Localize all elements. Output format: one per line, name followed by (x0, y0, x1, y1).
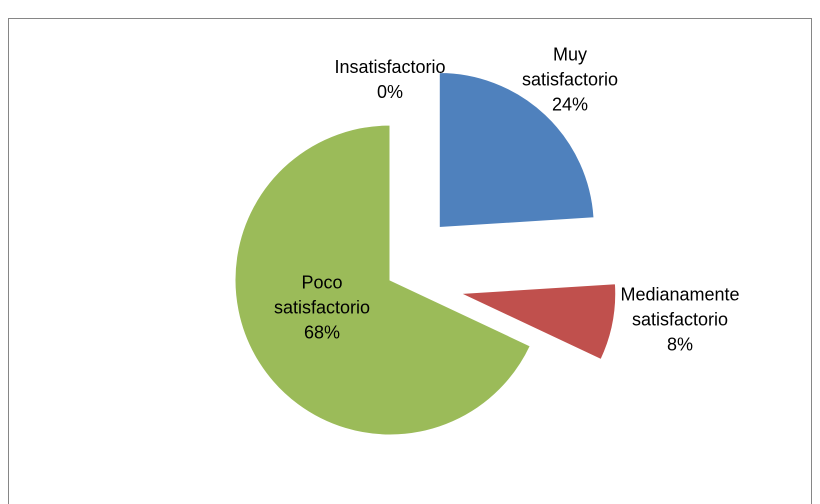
category-label: Muy satisfactorio (521, 44, 619, 90)
category-label: Poco satisfactorio (273, 272, 371, 318)
pie-slice (460, 283, 617, 361)
slice-label: Insatisfactorio 0% (334, 55, 446, 105)
value-label: 68% (303, 322, 341, 343)
value-label: 0% (376, 82, 403, 102)
slice-label: Medianamente satisfactorio 8% (619, 283, 741, 358)
pie-slice (234, 124, 531, 436)
value-label: 8% (666, 334, 693, 355)
value-label: 24% (551, 94, 589, 115)
pie-slice (438, 72, 595, 229)
category-label: Insatisfactorio (334, 57, 446, 77)
slice-label: Muy satisfactorio 24% (505, 43, 635, 118)
category-label: Medianamente satisfactorio (620, 284, 740, 330)
slice-label: Poco satisfactorio 68% (257, 271, 387, 346)
